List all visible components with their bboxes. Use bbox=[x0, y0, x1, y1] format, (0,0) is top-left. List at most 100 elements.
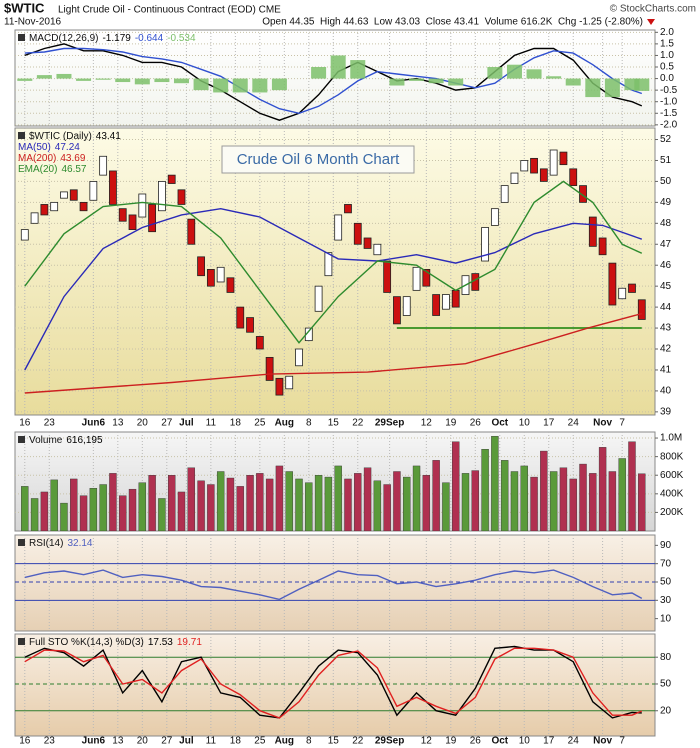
bar bbox=[354, 473, 362, 531]
candle-body bbox=[118, 208, 127, 222]
legend-value: 43.41 bbox=[96, 131, 121, 142]
bar bbox=[344, 478, 352, 531]
legend-icon bbox=[18, 638, 25, 645]
legend: $WTIC (Daily) 43.41 bbox=[29, 131, 121, 142]
bar bbox=[334, 465, 342, 531]
y-tick-label: 30 bbox=[660, 595, 672, 606]
bar bbox=[589, 473, 597, 531]
legend: Full STO %K(14,3) %D(3) 17.53 19.71 bbox=[29, 637, 202, 648]
legend-icon bbox=[18, 539, 25, 546]
y-tick-label: 52 bbox=[660, 134, 672, 145]
x-tick-label: 11 bbox=[206, 736, 217, 747]
candle-body bbox=[490, 208, 499, 226]
x-tick-label: Aug bbox=[275, 736, 294, 747]
bar bbox=[187, 467, 195, 531]
bar bbox=[79, 495, 88, 531]
annotation: Crude Oil 6 Month Chart bbox=[237, 151, 400, 168]
candle-body bbox=[60, 191, 68, 199]
candle-body bbox=[442, 294, 450, 310]
bar bbox=[491, 435, 499, 531]
x-tick-label: 26 bbox=[470, 418, 482, 429]
bar bbox=[604, 78, 620, 98]
y-tick-label: 43 bbox=[660, 323, 672, 334]
x-tick-label: 27 bbox=[161, 736, 173, 747]
candle-body bbox=[314, 285, 323, 312]
x-tick-label: 12 bbox=[421, 418, 433, 429]
plot-area bbox=[15, 535, 655, 631]
bar bbox=[17, 78, 33, 81]
bar bbox=[526, 69, 542, 79]
candle-body bbox=[559, 151, 568, 166]
y-tick-label: 0.0 bbox=[660, 73, 674, 84]
y-tick-label: 49 bbox=[660, 197, 672, 208]
x-tick-label: 24 bbox=[568, 736, 580, 747]
candle-body bbox=[451, 289, 460, 308]
bar bbox=[324, 476, 333, 531]
candle-body bbox=[285, 375, 294, 390]
candle-body bbox=[206, 269, 215, 287]
y-tick-label: 10 bbox=[660, 613, 672, 624]
y-tick-label: 20 bbox=[660, 705, 672, 716]
bar bbox=[540, 450, 548, 531]
candle-body bbox=[481, 227, 489, 262]
bar bbox=[506, 64, 522, 79]
bar bbox=[634, 78, 650, 91]
y-tick-label: 800K bbox=[660, 451, 684, 462]
candle-body bbox=[177, 189, 186, 205]
bar bbox=[36, 75, 52, 79]
legend-name: MA(200) bbox=[18, 153, 56, 164]
x-tick-label: 15 bbox=[328, 736, 340, 747]
candle-body bbox=[158, 181, 166, 212]
y-tick-label: 2.0 bbox=[660, 27, 674, 38]
bar bbox=[89, 488, 98, 531]
x-tick-label: 20 bbox=[137, 418, 149, 429]
bar bbox=[177, 491, 186, 531]
legend-icon bbox=[18, 34, 25, 41]
candle-body bbox=[422, 269, 431, 287]
legend-value: -0.534 bbox=[167, 33, 196, 44]
candle-body bbox=[324, 252, 333, 277]
bar bbox=[452, 441, 460, 531]
candle-body bbox=[549, 149, 558, 176]
panel-background bbox=[14, 633, 656, 737]
bar bbox=[232, 78, 248, 93]
legend-icon bbox=[18, 132, 25, 139]
legend-value: 19.71 bbox=[177, 637, 202, 648]
bar bbox=[530, 476, 538, 531]
date: 11-Nov-2016 bbox=[4, 17, 62, 28]
y-tick-label: 50 bbox=[660, 176, 672, 187]
x-tick-label: 26 bbox=[470, 736, 482, 747]
y-tick-label: -1.0 bbox=[660, 96, 678, 107]
bar bbox=[295, 478, 303, 531]
quote: Open 44.35 High 44.63 Low 43.03 Close 43… bbox=[262, 17, 643, 28]
legend: RSI(14) 32.14 bbox=[29, 538, 93, 549]
y-tick-label: -2.0 bbox=[660, 119, 678, 130]
symbol: $WTIC bbox=[4, 0, 45, 15]
candle-body bbox=[363, 237, 372, 249]
x-tick-label: 7 bbox=[619, 736, 625, 747]
x-tick-label: 19 bbox=[445, 736, 457, 747]
bar bbox=[569, 478, 577, 531]
bar bbox=[60, 502, 68, 531]
series-line bbox=[24, 647, 643, 719]
bar bbox=[70, 478, 78, 531]
bar bbox=[471, 470, 479, 531]
candle-body bbox=[628, 283, 636, 293]
x-tick-label: 19 bbox=[445, 418, 457, 429]
bar bbox=[579, 463, 587, 531]
series-line bbox=[24, 569, 643, 601]
candle-body bbox=[598, 237, 607, 256]
bar bbox=[314, 475, 323, 531]
bar bbox=[265, 478, 274, 531]
candle-body bbox=[530, 157, 538, 174]
x-tick-label: Aug bbox=[275, 418, 294, 429]
bar bbox=[350, 60, 366, 79]
bar bbox=[99, 484, 107, 531]
candle-body bbox=[20, 229, 29, 241]
x-tick-label: 23 bbox=[44, 418, 56, 429]
bar bbox=[134, 78, 150, 85]
legend-label: Full STO %K(14,3) %D(3) bbox=[29, 637, 144, 648]
x-tick-label: 13 bbox=[112, 736, 124, 747]
x-tick-label: 20 bbox=[137, 736, 149, 747]
y-tick-label: 51 bbox=[660, 155, 672, 166]
